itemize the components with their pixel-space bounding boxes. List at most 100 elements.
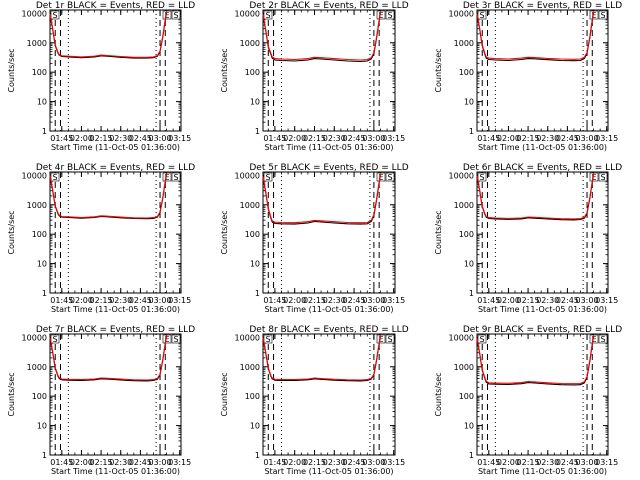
y-tick-label: 1000 bbox=[240, 201, 260, 210]
y-tick-label: 10 bbox=[464, 98, 474, 107]
x-axis-label: Start Time (11-Oct-05 01:36:00) bbox=[51, 467, 180, 476]
lld-series-line bbox=[262, 173, 382, 224]
corner-label-box bbox=[589, 172, 599, 182]
detector-panel: Det 3r BLACK = Events, RED = LLD 1 10 100 10… bbox=[434, 1, 622, 152]
corner-label-box bbox=[162, 172, 172, 182]
x-tick-label: 02:45 bbox=[556, 134, 579, 143]
lld-series-line bbox=[476, 11, 595, 60]
x-tick-label: 03:00 bbox=[576, 134, 599, 143]
y-axis-label: Counts/sec bbox=[434, 372, 443, 416]
y-tick-label: 1 bbox=[42, 127, 47, 136]
panel-title: Det 3r BLACK = Events, RED = LLD bbox=[463, 1, 622, 11]
x-tick-label: 02:45 bbox=[343, 458, 366, 467]
detector-panel: Det 1r BLACK = Events, RED = LLD 1 10 100 10… bbox=[7, 1, 195, 152]
corner-label-box bbox=[477, 334, 487, 344]
lld-series-line bbox=[476, 173, 595, 220]
x-tick-label: 02:15 bbox=[517, 134, 540, 143]
x-axis-label: Start Time (11-Oct-05 01:36:00) bbox=[264, 143, 393, 152]
y-tick-label: 10 bbox=[464, 422, 474, 431]
y-tick-label: 10000 bbox=[22, 333, 47, 342]
x-tick-label: 01:45 bbox=[477, 134, 500, 143]
y-tick-label: 1 bbox=[469, 127, 474, 136]
lld-series-line bbox=[262, 335, 382, 381]
plot-frame bbox=[49, 171, 182, 294]
y-axis-label: Counts/sec bbox=[7, 210, 16, 254]
corner-label-box bbox=[50, 334, 60, 344]
corner-label-box bbox=[477, 10, 487, 20]
corner-label: E bbox=[591, 335, 596, 344]
plot-frame bbox=[262, 171, 396, 294]
events-series-line bbox=[262, 174, 382, 225]
corner-label: S bbox=[600, 335, 605, 344]
x-tick-label: 02:30 bbox=[536, 458, 559, 467]
corner-label-box bbox=[162, 334, 172, 344]
plot-frame bbox=[476, 9, 609, 132]
events-series-line bbox=[476, 336, 595, 386]
corner-label-box bbox=[171, 334, 181, 344]
x-tick-label: 02:00 bbox=[497, 134, 520, 143]
x-tick-label: 03:15 bbox=[168, 134, 191, 143]
x-tick-label: 03:00 bbox=[362, 296, 385, 305]
y-tick-label: 10000 bbox=[235, 9, 260, 18]
y-tick-label: 1 bbox=[469, 451, 474, 460]
x-tick-label: 03:15 bbox=[168, 296, 191, 305]
y-tick-label: 1000 bbox=[454, 39, 474, 48]
x-tick-label: 02:30 bbox=[536, 134, 559, 143]
corner-label: S bbox=[52, 173, 57, 182]
corner-label: S bbox=[479, 335, 484, 344]
x-tick-label: 01:45 bbox=[477, 458, 500, 467]
corner-label-box bbox=[376, 172, 386, 182]
x-tick-label: 03:00 bbox=[149, 134, 172, 143]
lld-series-line bbox=[49, 172, 168, 219]
corner-label: E bbox=[164, 335, 169, 344]
detector-panel: Det 4r BLACK = Events, RED = LLD 1 10 100 10… bbox=[7, 163, 195, 314]
corner-label-box bbox=[385, 334, 395, 344]
corner-label: E bbox=[164, 11, 169, 20]
y-tick-label: 10000 bbox=[449, 333, 474, 342]
corner-label-box bbox=[376, 10, 386, 20]
corner-label: S bbox=[265, 11, 270, 20]
corner-label-box bbox=[263, 334, 273, 344]
y-tick-label: 100 bbox=[32, 68, 47, 77]
x-axis-label: Start Time (11-Oct-05 01:36:00) bbox=[478, 143, 607, 152]
detector-panel: Det 6r BLACK = Events, RED = LLD 1 10 100 10… bbox=[434, 163, 622, 314]
x-tick-label: 02:00 bbox=[497, 296, 520, 305]
corner-label: S bbox=[173, 173, 178, 182]
x-tick-label: 03:00 bbox=[149, 458, 172, 467]
x-tick-label: 02:00 bbox=[497, 458, 520, 467]
corner-label: S bbox=[173, 335, 178, 344]
x-tick-label: 01:45 bbox=[50, 134, 73, 143]
y-tick-label: 100 bbox=[245, 230, 260, 239]
y-tick-label: 10000 bbox=[235, 171, 260, 180]
x-tick-label: 02:15 bbox=[303, 458, 326, 467]
corner-label-box bbox=[385, 172, 395, 182]
x-tick-label: 02:45 bbox=[556, 296, 579, 305]
y-axis-label: Counts/sec bbox=[220, 372, 229, 416]
corner-label: E bbox=[378, 173, 383, 182]
y-tick-label: 10 bbox=[464, 260, 474, 269]
y-tick-label: 100 bbox=[459, 392, 474, 401]
corner-label-box bbox=[263, 172, 273, 182]
x-tick-label: 03:15 bbox=[595, 134, 618, 143]
x-tick-label: 02:15 bbox=[517, 296, 540, 305]
y-tick-label: 1000 bbox=[27, 201, 47, 210]
x-tick-label: 02:00 bbox=[70, 134, 93, 143]
x-tick-label: 01:45 bbox=[50, 458, 73, 467]
y-tick-label: 1000 bbox=[240, 39, 260, 48]
y-tick-label: 10000 bbox=[235, 333, 260, 342]
corner-label-box bbox=[385, 10, 395, 20]
corner-label-box bbox=[171, 172, 181, 182]
corner-label: S bbox=[52, 11, 57, 20]
events-series-line bbox=[49, 12, 168, 59]
y-tick-label: 1 bbox=[255, 289, 260, 298]
x-tick-label: 02:30 bbox=[109, 458, 132, 467]
y-tick-label: 1 bbox=[42, 451, 47, 460]
x-tick-label: 02:15 bbox=[517, 458, 540, 467]
events-series-line bbox=[262, 12, 382, 63]
x-tick-label: 02:00 bbox=[283, 458, 306, 467]
corner-label: S bbox=[387, 335, 392, 344]
x-tick-label: 02:45 bbox=[343, 134, 366, 143]
corner-label: E bbox=[164, 173, 169, 182]
plot-frame bbox=[262, 9, 396, 132]
x-tick-label: 01:45 bbox=[477, 296, 500, 305]
